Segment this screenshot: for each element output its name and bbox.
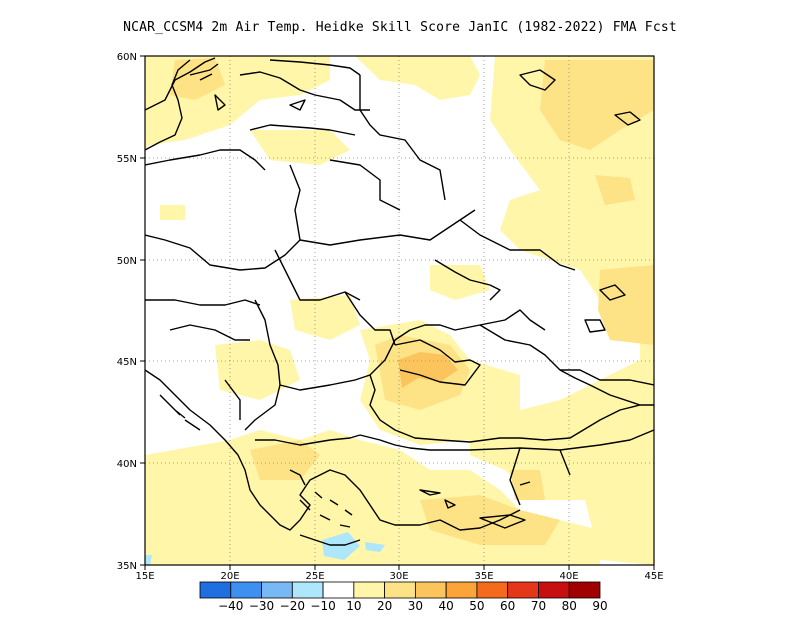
y-tick-label: 50N [117,256,137,267]
colorbar-label: 60 [500,599,515,613]
colorbar-swatch [568,581,601,599]
colorbar-label: 30 [408,599,423,613]
map-title: NCAR_CCSM4 2m Air Temp. Heidke Skill Sco… [123,20,677,35]
y-tick-label: 35N [117,561,137,572]
colorbar-label: 90 [592,599,607,613]
x-tick-label: 40E [559,571,578,582]
colorbar-swatch [538,581,570,599]
colorbar-swatch [507,581,539,599]
x-tick-label: 45E [644,571,663,582]
gridlines [145,56,654,565]
colorbar-label: −20 [280,599,305,613]
colorbar-label: −30 [249,599,274,613]
x-tick-label: 30E [389,571,408,582]
x-tick-label: 20E [220,571,239,582]
y-tick-label: 60N [117,52,137,63]
colorbar-swatch [199,581,232,599]
y-axis-labels: 60N 55N 50N 45N 40N 35N [117,52,137,572]
colorbar-swatch [322,581,355,599]
x-tick-label: 35E [474,571,493,582]
colorbar-label: 70 [531,599,546,613]
shading-layer [145,56,654,565]
x-tick-label: 15E [135,571,154,582]
colorbar-label: −10 [310,599,335,613]
colorbar-swatch [291,581,324,599]
x-tick-label: 25E [305,571,324,582]
y-tick-label: 45N [117,357,137,368]
colorbar: −40 −30 −20 −10 10 20 30 40 50 60 70 80 90 [199,581,608,613]
colorbar-swatch [445,581,478,599]
colorbar-swatch [230,581,262,599]
colorbar-label: 10 [346,599,361,613]
colorbar-swatch [476,581,509,599]
colorbar-swatch [414,581,447,599]
colorbar-label: −40 [218,599,243,613]
y-tick-label: 55N [117,154,137,165]
y-tick-label: 40N [117,459,137,470]
coastlines-borders [145,57,654,546]
colorbar-swatch [261,581,293,599]
colorbar-swatch [384,581,416,599]
x-axis-labels: 15E 20E 25E 30E 35E 40E 45E [135,571,663,582]
colorbar-label: 50 [469,599,484,613]
colorbar-label: 20 [377,599,392,613]
colorbar-label: 40 [439,599,454,613]
colorbar-label: 80 [562,599,577,613]
colorbar-swatch [353,581,386,599]
